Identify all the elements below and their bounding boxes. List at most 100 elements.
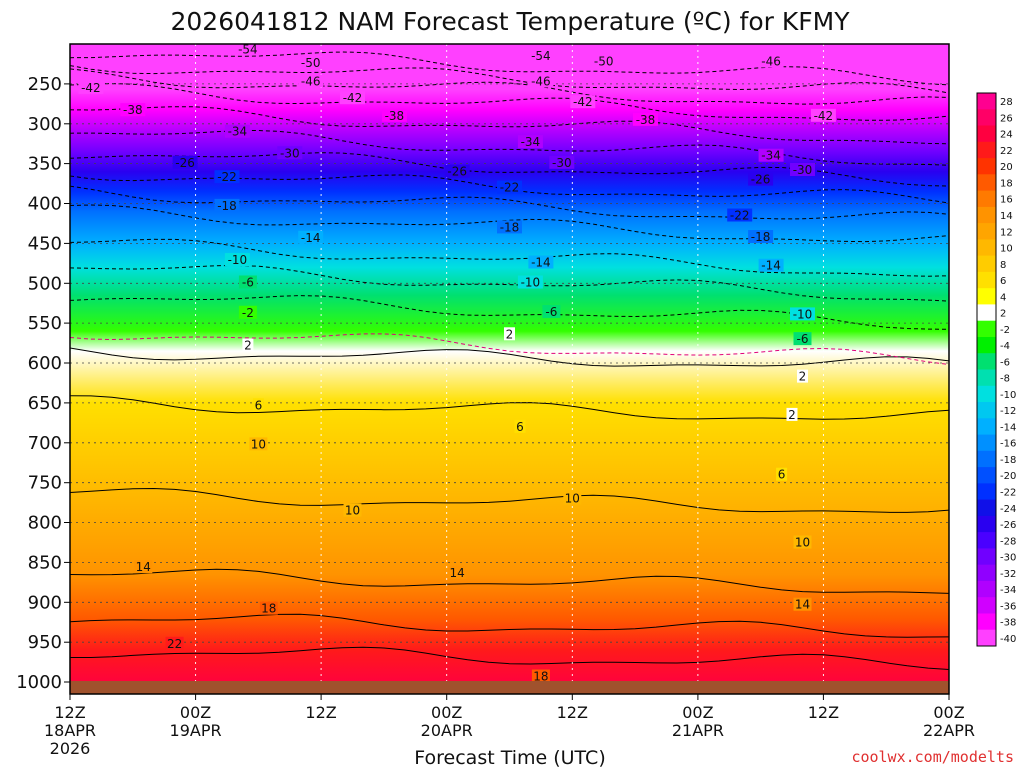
contour-label: -22	[500, 181, 520, 195]
contour-label: 2	[788, 408, 796, 422]
y-tick-label: 700	[28, 433, 62, 454]
colorbar-label: -14	[1000, 422, 1016, 433]
contour-label-bg	[758, 54, 784, 68]
contour-label-bg	[591, 54, 617, 68]
contour-label-bg	[235, 44, 261, 56]
colorbar-swatch	[977, 190, 996, 208]
colorbar-label: -6	[1000, 357, 1010, 368]
contour-label: -22	[730, 209, 750, 223]
contour-label: -54	[238, 43, 258, 57]
isotherm--54	[70, 51, 949, 86]
colorbar-swatch	[977, 450, 996, 468]
colorbar-label: -24	[1000, 504, 1016, 515]
contour-label: -14	[531, 256, 551, 270]
contour-label: 14	[136, 560, 151, 574]
colorbar-label: -36	[1000, 601, 1016, 612]
x-axis-label: Forecast Time (UTC)	[414, 747, 605, 768]
x-tick-label: 2026	[50, 739, 91, 758]
contour-label-bg	[810, 108, 836, 122]
colorbar-swatch	[977, 288, 996, 305]
contour-label-bg	[249, 437, 268, 451]
contour-label: 6	[778, 468, 786, 482]
contour-label-bg	[214, 170, 240, 184]
contour-label-bg	[259, 601, 278, 615]
colorbar-swatch	[977, 385, 996, 403]
x-tick-label: 21APR	[672, 721, 724, 740]
contour-label-bg	[381, 108, 407, 122]
contour-label: -26	[447, 165, 467, 179]
contour-label-bg	[758, 148, 784, 162]
contour-label: 14	[795, 598, 810, 612]
contour-label-bg	[252, 398, 264, 412]
colorbar-label: 8	[1000, 260, 1006, 271]
colorbar-label: -26	[1000, 520, 1016, 531]
colorbar-swatch	[977, 206, 996, 224]
isotherm-2	[70, 347, 949, 367]
contour-label: -46	[531, 75, 551, 89]
colorbar-label: -34	[1000, 585, 1016, 596]
contour-label-bg	[570, 95, 596, 109]
contour-label-bg	[497, 180, 522, 194]
isotherm--38	[70, 106, 949, 145]
y-tick-label: 950	[28, 632, 62, 653]
isotherm--10	[70, 264, 949, 302]
chart-title: 2026041812 NAM Forecast Temperature (ºC)…	[171, 7, 851, 36]
colorbar-swatch	[977, 304, 996, 322]
contour-label: -54	[531, 49, 551, 63]
colorbar-swatch	[977, 532, 996, 549]
x-tick-label: 00Z	[682, 703, 713, 722]
y-tick-label: 600	[28, 353, 62, 374]
contour-label-bg	[542, 305, 561, 318]
contour-label-bg	[497, 220, 522, 234]
contour-label: 18	[261, 602, 276, 616]
contour-label-bg	[563, 491, 582, 505]
contour-label-bg	[531, 669, 550, 683]
x-tick-label: 00Z	[180, 703, 211, 722]
y-tick-label: 400	[28, 194, 62, 215]
colorbar-swatch	[977, 255, 996, 273]
colorbar-swatch	[977, 353, 996, 370]
contour-label: -18	[751, 230, 771, 244]
colorbar-label: -40	[1000, 634, 1016, 645]
isotherm--34	[70, 129, 949, 166]
contour-label: -14	[301, 231, 321, 245]
contour-label: 6	[516, 420, 524, 434]
isotherm-22	[70, 646, 949, 670]
colorbar-label: 28	[1000, 97, 1013, 108]
contour-label-bg	[748, 230, 774, 243]
contour-label-bg	[504, 327, 515, 341]
contour-label-bg	[343, 503, 362, 517]
colorbar-label: 20	[1000, 162, 1013, 173]
colorbar-label: -2	[1000, 325, 1010, 336]
contour-label: -42	[814, 109, 834, 123]
contour-label: -6	[242, 276, 254, 290]
contour-label: 10	[345, 504, 360, 518]
credit-text: coolwx.com/modelts	[851, 748, 1014, 766]
contour-label-bg	[528, 49, 554, 62]
contour-label: -10	[228, 253, 248, 267]
contour-label-bg	[514, 419, 526, 433]
colorbar-swatch	[977, 141, 996, 159]
contour-label: -46	[761, 55, 781, 69]
contour-label: 2	[799, 370, 807, 384]
contour-label: -38	[636, 113, 656, 127]
isotherm--30	[70, 152, 949, 187]
colorbar-label: -12	[1000, 406, 1016, 417]
isotherm--42	[70, 83, 949, 121]
contour-label: -50	[594, 55, 614, 69]
y-tick-label: 750	[28, 473, 62, 494]
y-tick-label: 800	[28, 513, 62, 534]
isotherm--50	[70, 65, 949, 94]
contour-label-bg	[790, 163, 815, 176]
colorbar-label: 12	[1000, 227, 1013, 238]
contour-label-bg	[633, 112, 658, 126]
isotherm-10	[70, 487, 949, 513]
colorbar-swatch	[977, 434, 996, 452]
isotherm--14	[70, 238, 949, 277]
colorbar-swatch	[977, 548, 996, 566]
contour-label: -2	[242, 306, 254, 320]
x-tick-label: 00Z	[933, 703, 964, 722]
contour-label-bg	[298, 56, 324, 70]
plot-frame	[69, 43, 950, 695]
